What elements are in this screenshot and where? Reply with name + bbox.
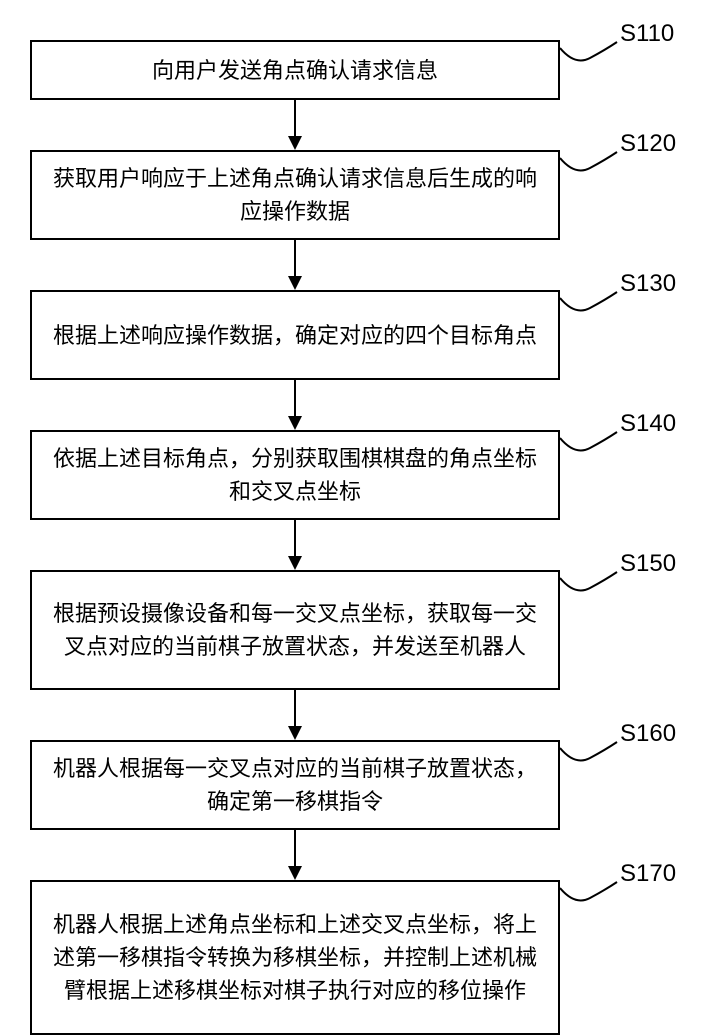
step-box-s130: 根据上述响应操作数据，确定对应的四个目标角点 xyxy=(30,290,560,380)
label-connector xyxy=(555,15,645,75)
step-box-s160: 机器人根据每一交叉点对应的当前棋子放置状态，确定第一移棋指令 xyxy=(30,740,560,830)
label-connector xyxy=(555,265,645,325)
label-connector xyxy=(555,715,645,775)
flow-arrow xyxy=(285,830,305,880)
step-box-s150: 根据预设摄像设备和每一交叉点坐标，获取每一交叉点对应的当前棋子放置状态，并发送至… xyxy=(30,570,560,690)
step-box-s170: 机器人根据上述角点坐标和上述交叉点坐标，将上述第一移棋指令转换为移棋坐标，并控制… xyxy=(30,880,560,1035)
flow-arrow xyxy=(285,100,305,150)
label-connector xyxy=(555,125,645,185)
flow-arrow xyxy=(285,690,305,740)
flowchart-container: 向用户发送角点确认请求信息S110获取用户响应于上述角点确认请求信息后生成的响应… xyxy=(0,0,725,1000)
step-text: 向用户发送角点确认请求信息 xyxy=(152,54,438,87)
step-text: 根据上述响应操作数据，确定对应的四个目标角点 xyxy=(53,319,537,352)
flow-arrow xyxy=(285,520,305,570)
label-connector xyxy=(555,545,645,605)
step-box-s120: 获取用户响应于上述角点确认请求信息后生成的响应操作数据 xyxy=(30,150,560,240)
step-text: 依据上述目标角点，分别获取围棋棋盘的角点坐标和交叉点坐标 xyxy=(46,442,544,508)
step-text: 机器人根据上述角点坐标和上述交叉点坐标，将上述第一移棋指令转换为移棋坐标，并控制… xyxy=(46,908,544,1007)
step-text: 获取用户响应于上述角点确认请求信息后生成的响应操作数据 xyxy=(46,162,544,228)
step-text: 机器人根据每一交叉点对应的当前棋子放置状态，确定第一移棋指令 xyxy=(46,752,544,818)
flow-arrow xyxy=(285,240,305,290)
label-connector xyxy=(555,405,645,465)
step-box-s110: 向用户发送角点确认请求信息 xyxy=(30,40,560,100)
flow-arrow xyxy=(285,380,305,430)
step-box-s140: 依据上述目标角点，分别获取围棋棋盘的角点坐标和交叉点坐标 xyxy=(30,430,560,520)
label-connector xyxy=(555,855,645,915)
step-text: 根据预设摄像设备和每一交叉点坐标，获取每一交叉点对应的当前棋子放置状态，并发送至… xyxy=(46,597,544,663)
